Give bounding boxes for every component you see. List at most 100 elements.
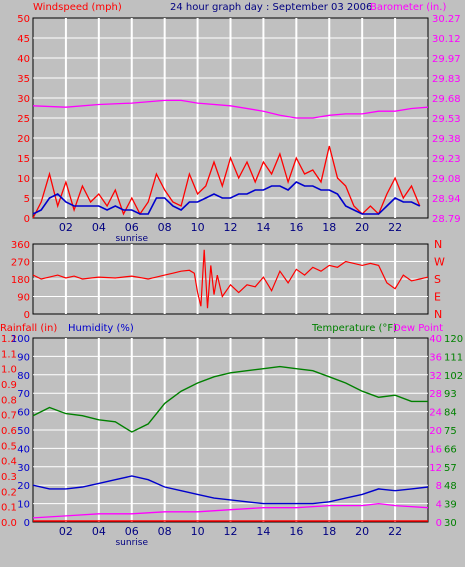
- rain-tick-label: 0.0: [1, 518, 17, 529]
- temp-c-tick-label: 28: [429, 389, 442, 400]
- baro-tick-label: 29.23: [432, 154, 461, 165]
- x-tick-label: 06: [125, 221, 139, 234]
- rain-tick-label: 1.1: [1, 349, 17, 360]
- wind-tick-label: 50: [17, 14, 30, 25]
- humidity-tick-label: 10: [17, 500, 30, 511]
- compass-label: W: [434, 256, 445, 269]
- temp-f-tick-label: 120: [444, 334, 463, 345]
- temp-c-tick-label: 20: [429, 426, 442, 437]
- compass-label: E: [434, 291, 441, 304]
- wind-tick-label: 5: [24, 194, 30, 205]
- dewpoint-line: [32, 502, 429, 519]
- temp-f-tick-label: 84: [444, 408, 457, 419]
- baro-tick-label: 29.53: [432, 114, 461, 125]
- humidity-tick-label: 30: [17, 463, 30, 474]
- humidity-tick-label: 90: [17, 352, 30, 363]
- compass-label: N: [434, 238, 442, 251]
- x-tick-label: 14: [256, 221, 270, 234]
- temp-c-tick-label: 0: [436, 518, 442, 529]
- dir-tick-label: 0: [24, 310, 30, 321]
- rain-tick-label: 0.5: [1, 441, 17, 452]
- humidity-line: [32, 475, 429, 505]
- x-tick-label: 22: [388, 221, 402, 234]
- temp-c-tick-label: 4: [436, 500, 442, 511]
- temp-f-tick-label: 66: [444, 444, 457, 455]
- humidity-tick-label: 50: [17, 426, 30, 437]
- baro-label: Barometer (in.): [370, 2, 446, 13]
- chart-title: 24 hour graph day : September 03 2006: [170, 2, 372, 13]
- wind-baro-chart: 5045403530252015105030.2730.1229.9729.83…: [17, 14, 460, 244]
- baro-tick-label: 29.97: [432, 54, 461, 65]
- wind-tick-label: 20: [17, 134, 30, 145]
- temp-humidity-chart: 1.21.11.00.90.80.70.60.50.40.30.20.10.01…: [1, 334, 463, 548]
- rain-tick-label: 1.0: [1, 365, 17, 376]
- temp-f-tick-label: 111: [444, 352, 463, 363]
- humidity-tick-label: 80: [17, 371, 30, 382]
- wind-tick-label: 35: [17, 74, 30, 85]
- humidity-tick-label: 0: [24, 518, 30, 529]
- baro-tick-label: 28.94: [432, 194, 461, 205]
- rain-tick-label: 0.6: [1, 426, 17, 437]
- rain-tick-label: 1.2: [1, 334, 17, 345]
- humidity-label: Humidity (%): [68, 323, 134, 334]
- humidity-tick-label: 70: [17, 389, 30, 400]
- dir-tick-label: 90: [17, 293, 30, 304]
- rain-tick-label: 0.8: [1, 395, 17, 406]
- baro-tick-label: 29.68: [432, 94, 461, 105]
- barometer-line: [32, 99, 429, 119]
- wind-tick-label: 0: [24, 214, 30, 225]
- temperature-label: Temperature (°F): [311, 323, 397, 334]
- sunrise-label: sunrise: [115, 538, 148, 548]
- rain-tick-label: 0.9: [1, 380, 17, 391]
- x-tick-label: 02: [59, 221, 73, 234]
- temp-c-tick-label: 24: [429, 408, 442, 419]
- x-tick-label: 20: [355, 221, 369, 234]
- x-tick-label: 16: [289, 221, 303, 234]
- dir-tick-label: 360: [11, 240, 30, 251]
- x-tick-label: 10: [191, 525, 205, 538]
- temp-f-tick-label: 48: [444, 481, 457, 492]
- wind-tick-label: 25: [17, 114, 30, 125]
- x-tick-label: 04: [92, 525, 106, 538]
- wind-tick-label: 15: [17, 154, 30, 165]
- sunrise-label: sunrise: [115, 234, 148, 244]
- temp-f-tick-label: 102: [444, 371, 463, 382]
- x-tick-label: 22: [388, 525, 402, 538]
- dir-tick-label: 180: [11, 275, 30, 286]
- x-tick-label: 12: [224, 525, 238, 538]
- compass-label: N: [434, 308, 442, 321]
- temp-c-tick-label: 32: [429, 371, 442, 382]
- temp-c-tick-label: 40: [429, 334, 442, 345]
- temp-f-tick-label: 39: [444, 500, 457, 511]
- x-tick-label: 08: [158, 221, 172, 234]
- rain-label: Rainfall (in): [0, 323, 57, 334]
- wind-tick-label: 30: [17, 94, 30, 105]
- temp-f-tick-label: 75: [444, 426, 457, 437]
- rain-tick-label: 0.3: [1, 472, 17, 483]
- x-tick-label: 06: [125, 525, 139, 538]
- humidity-tick-label: 20: [17, 481, 30, 492]
- temp-c-tick-label: 8: [436, 481, 442, 492]
- wind-label: Windspeed (mph): [33, 2, 122, 13]
- rain-tick-label: 0.1: [1, 503, 17, 514]
- temp-f-tick-label: 93: [444, 389, 457, 400]
- x-tick-label: 14: [256, 525, 270, 538]
- compass-label: S: [434, 273, 441, 286]
- dir-tick-label: 270: [11, 258, 30, 269]
- temp-f-tick-label: 57: [444, 463, 457, 474]
- baro-tick-label: 29.38: [432, 134, 461, 145]
- wind-tick-label: 40: [17, 54, 30, 65]
- humidity-tick-label: 60: [17, 408, 30, 419]
- temp-c-tick-label: 12: [429, 463, 442, 474]
- temp-f-tick-label: 30: [444, 518, 457, 529]
- temp-c-tick-label: 36: [429, 352, 442, 363]
- avg-windspeed-line: [32, 181, 421, 215]
- wind-direction-line: [32, 249, 429, 309]
- humidity-tick-label: 40: [17, 444, 30, 455]
- x-tick-label: 10: [191, 221, 205, 234]
- humidity-tick-label: 100: [11, 334, 30, 345]
- x-tick-label: 18: [322, 525, 336, 538]
